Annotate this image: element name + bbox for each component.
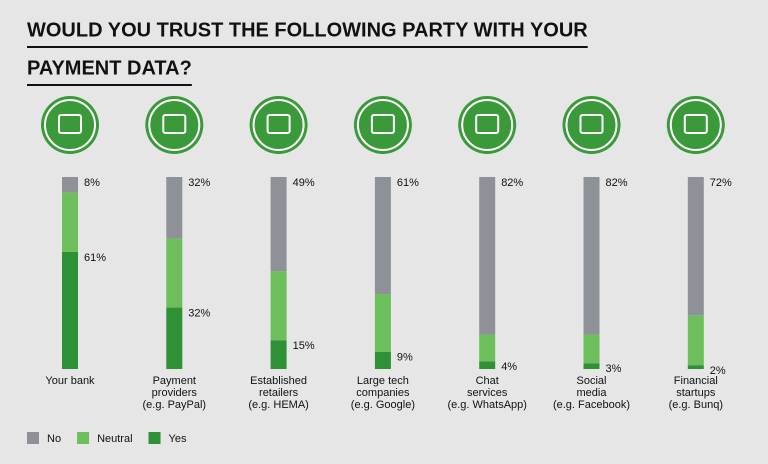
bar-segment	[687, 365, 704, 369]
icon-ring	[565, 99, 618, 151]
bar-segment	[62, 192, 78, 252]
bar-segment	[583, 363, 600, 369]
bar-segment	[687, 177, 704, 316]
x-tick-label: Large tech	[357, 375, 409, 387]
icon	[145, 96, 204, 154]
bar-segment	[583, 334, 600, 364]
value-label: 2%	[710, 365, 726, 377]
icon-glyph	[475, 114, 500, 134]
bar-segment	[583, 177, 600, 335]
x-tick-label: Established	[250, 375, 307, 387]
bar-segment	[479, 334, 496, 362]
bar-segment	[479, 177, 496, 335]
icon	[562, 96, 621, 154]
bar-segment	[479, 361, 496, 369]
bar-segment	[166, 307, 183, 369]
icon-ring	[669, 99, 722, 151]
bar-segment	[374, 294, 391, 352]
x-tick-label: Payment	[153, 375, 196, 387]
value-label: 8%	[84, 177, 100, 189]
x-tick-label: (e.g. PayPal)	[143, 399, 207, 411]
x-tick-label: Your bank	[45, 375, 95, 387]
value-label: 61%	[397, 177, 419, 189]
value-label: 72%	[710, 177, 732, 189]
x-tick-label: Chat	[476, 375, 499, 387]
value-label: 32%	[188, 177, 210, 189]
icon	[41, 96, 99, 154]
bar-segment	[270, 271, 287, 341]
x-tick-label: startups	[676, 387, 716, 399]
legend-swatch	[27, 432, 39, 444]
value-label: 32%	[188, 307, 210, 319]
value-label: 9%	[397, 352, 413, 364]
x-tick-label: media	[577, 387, 608, 399]
icon-ring	[461, 99, 514, 151]
icon	[666, 96, 725, 154]
x-tick-label: retailers	[259, 387, 299, 399]
legend-label: No	[47, 433, 61, 445]
legend-swatch	[148, 432, 161, 444]
value-label: 82%	[606, 177, 628, 189]
x-tick-label: (e.g. HEMA)	[248, 399, 309, 411]
icon-ring	[356, 99, 409, 151]
value-label: 61%	[84, 252, 106, 264]
bar-segment	[62, 177, 78, 193]
x-tick-label: (e.g. Bunq)	[669, 399, 723, 411]
x-tick-label: Financial	[674, 375, 718, 387]
icon-ring	[44, 99, 96, 151]
value-label: 3%	[606, 363, 622, 375]
value-label: 49%	[293, 177, 315, 189]
bar-segment	[270, 340, 287, 369]
legend-label: Yes	[169, 433, 187, 445]
x-tick-label: providers	[152, 387, 198, 399]
bar-segment	[374, 177, 391, 295]
value-label: 82%	[501, 177, 523, 189]
icon-ring	[252, 99, 305, 151]
icon	[458, 96, 517, 154]
bar-segment	[687, 315, 704, 366]
chart-title: WOULD YOU TRUST THE FOLLOWING PARTY WITH…	[27, 19, 588, 41]
icon-glyph	[370, 114, 395, 134]
x-tick-label: (e.g. Facebook)	[553, 399, 630, 411]
chart-title: PAYMENT DATA?	[27, 57, 192, 79]
icon-ring	[148, 99, 201, 151]
legend-swatch	[77, 432, 90, 444]
x-tick-label: Social	[577, 375, 607, 387]
legend-label: Neutral	[97, 433, 132, 445]
icon-glyph	[162, 114, 187, 134]
x-tick-label: (e.g. Google)	[351, 399, 415, 411]
icon-glyph	[58, 114, 82, 134]
icon	[353, 96, 412, 154]
bar-segment	[166, 238, 183, 308]
bar-segment	[166, 177, 183, 239]
value-label: 4%	[501, 361, 517, 373]
bar-segment	[374, 351, 391, 369]
x-tick-label: companies	[356, 387, 410, 399]
x-tick-label: (e.g. WhatsApp)	[447, 399, 526, 411]
x-tick-label: services	[467, 387, 508, 399]
icon-glyph	[683, 114, 708, 134]
bar-segment	[62, 251, 78, 369]
icon-glyph	[579, 114, 604, 134]
value-label: 15%	[293, 340, 315, 352]
icon	[249, 96, 308, 154]
bar-segment	[270, 177, 287, 272]
icon-glyph	[266, 114, 291, 134]
